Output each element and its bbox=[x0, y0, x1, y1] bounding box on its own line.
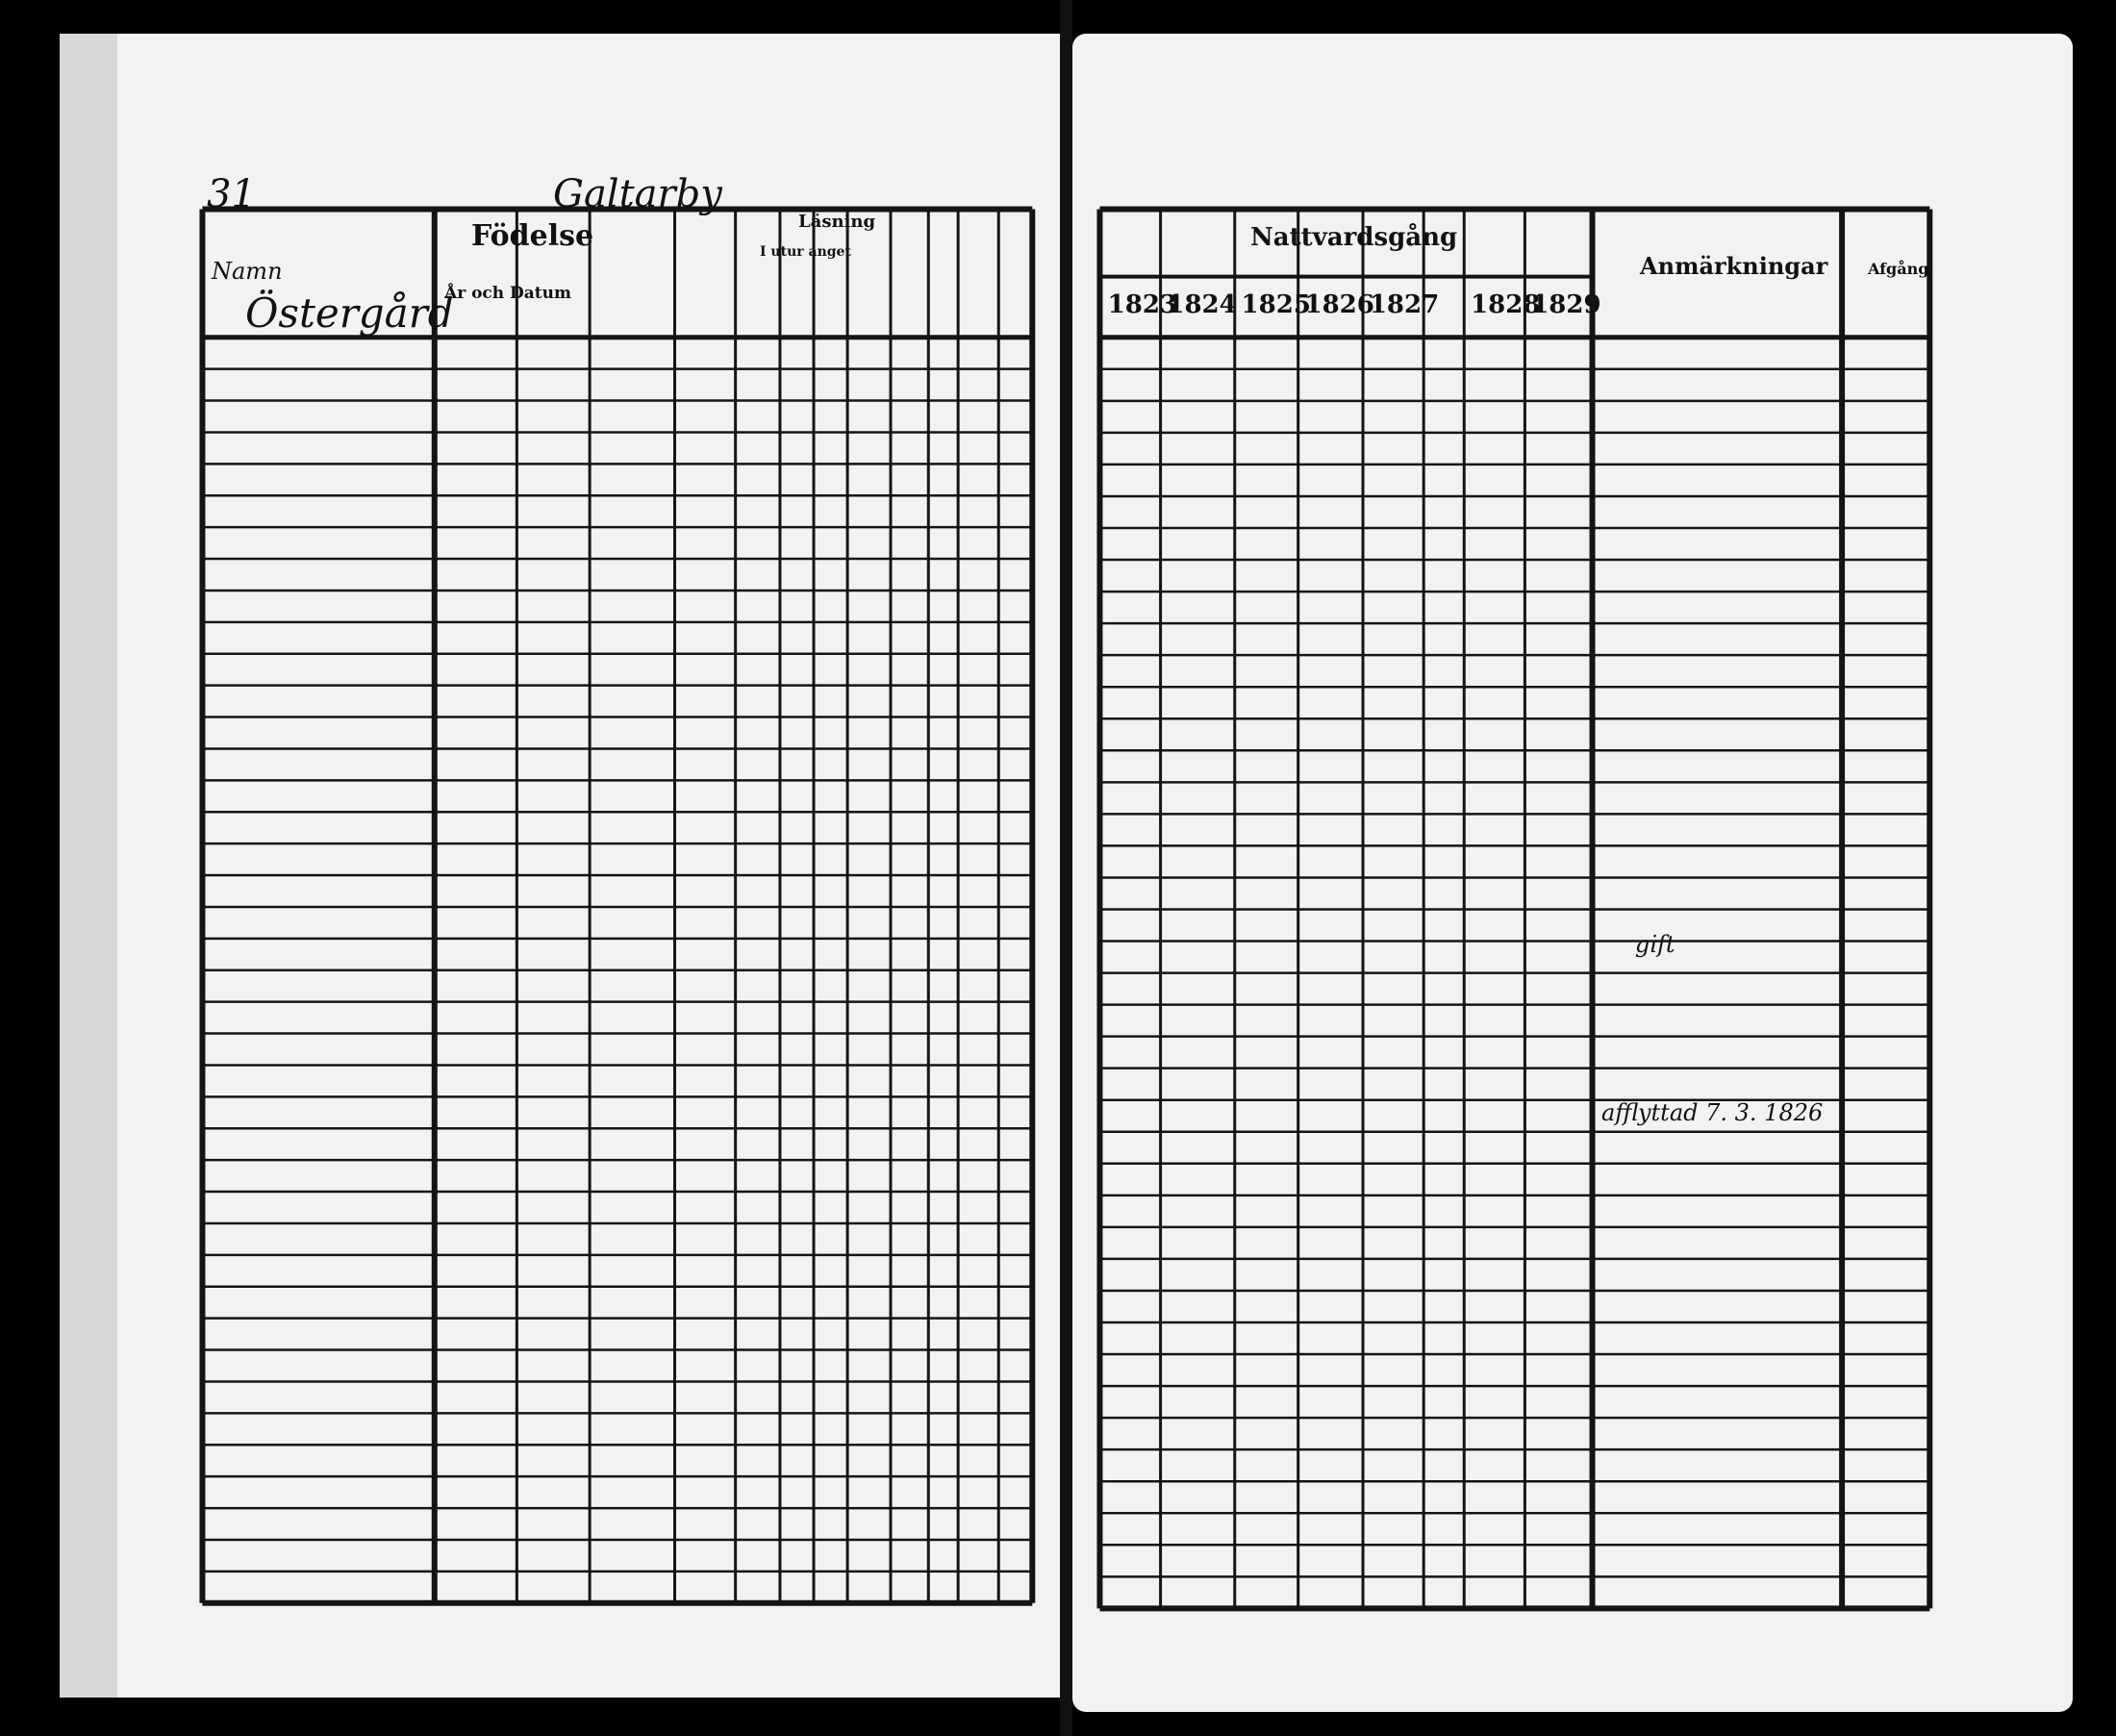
header-remarks: Anmärkningar bbox=[1639, 252, 1828, 280]
farm-name: Östergård bbox=[245, 289, 454, 337]
annotation-married: gift bbox=[1635, 931, 1675, 958]
left-page bbox=[60, 34, 1060, 1698]
year-header: 1824 bbox=[1167, 290, 1236, 319]
left-register-grid bbox=[199, 206, 1036, 1606]
page-number: 31 bbox=[207, 172, 256, 216]
header-birth: Födelse bbox=[471, 219, 593, 253]
right-page bbox=[1072, 34, 2073, 1712]
header-departure: Afgång bbox=[1867, 259, 1928, 278]
year-header: 1825 bbox=[1242, 290, 1311, 319]
header-reading: Läsning bbox=[798, 212, 875, 232]
right-register-grid bbox=[1096, 206, 1933, 1612]
header-communion: Nattvardsgång bbox=[1250, 222, 1457, 252]
year-header: 1829 bbox=[1531, 290, 1600, 319]
page-spine bbox=[1060, 0, 1072, 1736]
year-header: 1828 bbox=[1471, 290, 1540, 319]
year-header: 1826 bbox=[1304, 290, 1373, 319]
parish-heading: Galtarby bbox=[553, 172, 723, 216]
header-names: Namn bbox=[211, 258, 283, 285]
annotation-departure: afflyttad 7. 3. 1826 bbox=[1601, 1099, 1823, 1126]
header-reading-sub: I utur anget bbox=[760, 244, 851, 260]
header-year-date: År och Datum bbox=[443, 282, 571, 303]
year-header: 1827 bbox=[1370, 290, 1439, 319]
year-header: 1823 bbox=[1108, 290, 1177, 319]
